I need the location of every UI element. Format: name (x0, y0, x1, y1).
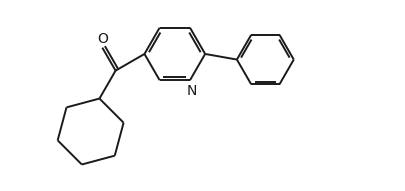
Text: O: O (97, 32, 108, 46)
Text: N: N (186, 84, 197, 98)
